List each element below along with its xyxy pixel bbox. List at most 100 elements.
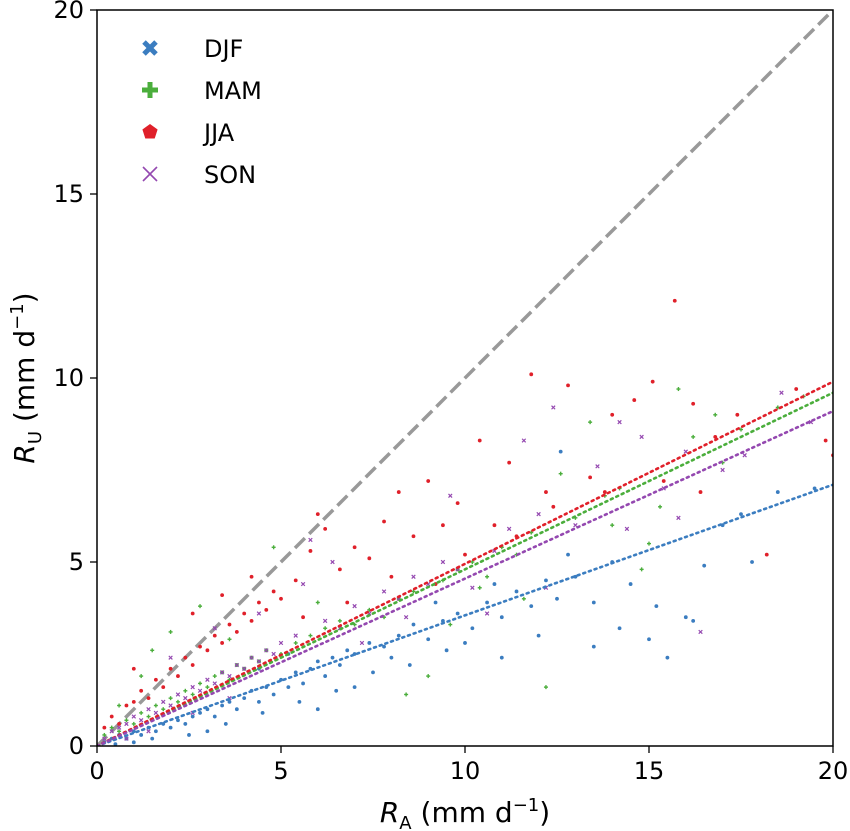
point-son-49-b	[698, 629, 703, 635]
point-son-57-b	[300, 581, 306, 587]
point-jja-19	[242, 611, 247, 616]
point-mam-62	[448, 622, 453, 627]
point-son-45-b	[617, 419, 622, 425]
point-jja-12	[190, 663, 195, 667]
point-son-59-b	[359, 640, 365, 646]
point-jja-53	[823, 438, 828, 443]
series-djf	[102, 449, 817, 746]
point-djf-83	[750, 560, 754, 564]
point-jja-3	[124, 703, 129, 708]
point-jja-60	[389, 574, 394, 579]
point-son-46	[639, 434, 644, 440]
point-jja-30	[367, 556, 372, 561]
point-djf-47	[544, 578, 548, 583]
point-djf-76	[463, 641, 467, 645]
point-jja-1	[109, 714, 114, 719]
point-jja-7	[153, 677, 158, 682]
point-djf-74	[315, 707, 320, 712]
fit-line-son	[97, 409, 833, 746]
point-jja-47	[672, 298, 677, 303]
point-jja-26	[308, 549, 313, 553]
point-djf-57	[702, 563, 707, 568]
point-jja-2	[117, 722, 121, 726]
point-son-37-b	[470, 585, 475, 590]
point-djf-32	[337, 663, 342, 667]
point-jja-31	[382, 519, 386, 524]
point-son-8	[161, 699, 166, 705]
point-djf-38	[411, 622, 416, 627]
point-jja-62	[463, 552, 467, 557]
point-djf-64	[260, 710, 265, 715]
point-jja-45	[632, 398, 637, 402]
point-djf-19	[242, 696, 247, 701]
point-djf-87	[566, 552, 570, 557]
point-mam-3	[124, 718, 129, 723]
legend-marker-jja	[142, 124, 158, 139]
point-son-15	[212, 681, 217, 686]
point-jja-42	[566, 383, 570, 388]
point-son-29-b	[352, 603, 357, 609]
point-djf-73	[205, 729, 210, 734]
point-son-22-b	[264, 648, 269, 653]
point-son-15-b	[212, 681, 217, 686]
point-djf-78	[536, 633, 541, 638]
point-djf-12	[190, 714, 195, 719]
point-jja-66	[661, 479, 666, 483]
point-mam-2	[117, 729, 122, 734]
point-djf-70	[131, 740, 136, 745]
legend-item-mam: MAM	[142, 77, 262, 105]
point-mam-23	[271, 545, 276, 550]
point-son-49	[698, 629, 703, 635]
point-son-41	[536, 511, 541, 517]
point-mam-65	[610, 523, 615, 528]
point-son-0-b	[102, 736, 107, 741]
y-axis-label: RU (mm d−1)	[7, 292, 46, 463]
point-son-21-b	[256, 659, 262, 664]
point-son-3	[124, 721, 129, 727]
point-djf-53	[628, 582, 633, 586]
point-son-18-b	[234, 662, 240, 668]
point-mam-57	[168, 629, 173, 634]
point-son-54-b	[168, 655, 173, 660]
point-son-10	[175, 692, 181, 697]
point-son-11-b	[183, 695, 188, 701]
series-jja	[102, 298, 833, 730]
point-son-56	[256, 611, 262, 616]
point-mam-12	[190, 692, 195, 697]
one-to-one-line	[97, 10, 833, 746]
point-son-16-b	[219, 670, 225, 675]
point-jja-52	[794, 387, 799, 391]
point-son-14	[205, 677, 210, 682]
point-son-14-b	[205, 677, 210, 682]
x-axis-label-symbol: R	[380, 796, 399, 829]
point-son-4-b	[131, 714, 137, 719]
fit-line-mam	[97, 391, 833, 746]
point-son-22	[264, 648, 269, 653]
point-djf-46	[529, 604, 534, 609]
legend-marker-djf-b	[142, 40, 158, 56]
point-son-35-b	[440, 559, 446, 565]
point-djf-77	[499, 655, 504, 660]
point-son-40-b	[521, 438, 527, 443]
point-jja-20	[249, 618, 254, 623]
point-son-34-b	[425, 581, 431, 587]
point-son-9-b	[168, 703, 173, 708]
point-son-33	[411, 574, 416, 579]
point-djf-5	[139, 733, 144, 737]
point-son-31-b	[381, 589, 387, 594]
point-son-13-b	[197, 688, 203, 694]
point-jja-51	[764, 552, 769, 557]
point-jja-27	[323, 526, 328, 531]
point-djf-33	[345, 648, 350, 653]
point-jja-6	[146, 696, 151, 701]
point-djf-72	[113, 742, 118, 746]
point-jja-13	[198, 644, 202, 649]
point-son-51	[742, 453, 747, 458]
point-son-45	[617, 419, 622, 425]
point-djf-10	[176, 718, 180, 723]
point-jja-29	[352, 545, 357, 550]
point-djf-65	[297, 699, 302, 704]
point-djf-81	[691, 618, 696, 623]
point-son-1	[109, 729, 114, 734]
point-mam-45	[588, 420, 593, 425]
